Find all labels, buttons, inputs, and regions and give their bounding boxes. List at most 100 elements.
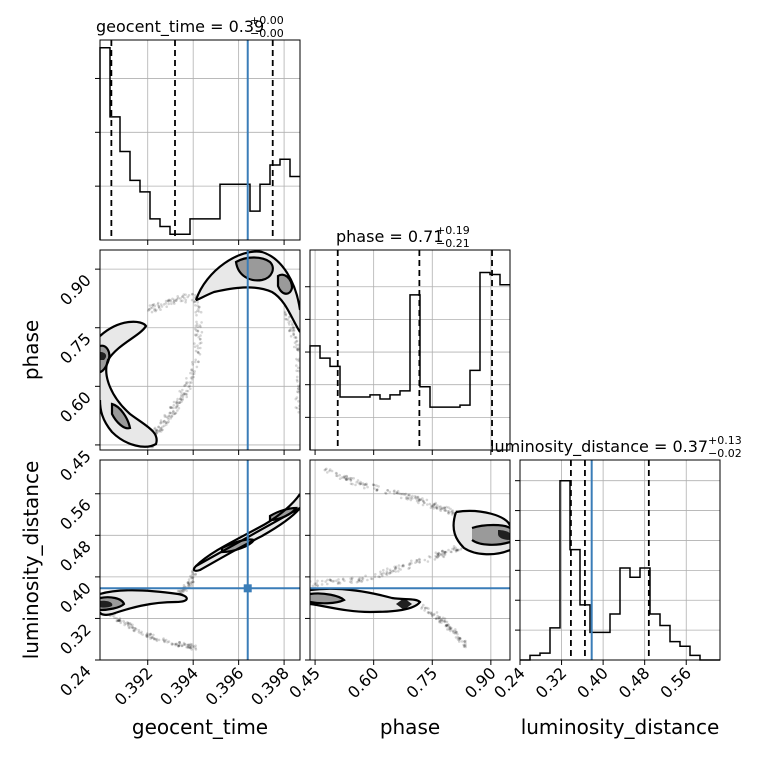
sample-point bbox=[291, 323, 294, 327]
sample-point bbox=[287, 321, 291, 324]
sample-point bbox=[445, 623, 449, 627]
sample-point bbox=[403, 493, 407, 496]
sample-point bbox=[397, 567, 401, 570]
sample-point bbox=[416, 495, 420, 499]
sample-point bbox=[198, 324, 202, 327]
sample-point bbox=[388, 490, 392, 494]
sample-point bbox=[441, 549, 444, 553]
sample-point bbox=[316, 584, 319, 587]
sample-point bbox=[194, 360, 197, 364]
sample-point bbox=[199, 310, 203, 314]
sample-point bbox=[158, 429, 161, 433]
sample-point bbox=[447, 510, 451, 513]
panel-frame bbox=[99, 249, 301, 451]
title-phase-minus: −0.21 bbox=[436, 237, 470, 250]
sample-point bbox=[189, 387, 192, 391]
sample-point bbox=[185, 645, 188, 649]
sample-point bbox=[342, 475, 346, 479]
sample-point bbox=[181, 295, 184, 299]
truth-point bbox=[243, 584, 252, 593]
sample-point bbox=[350, 581, 353, 584]
sample-point bbox=[111, 614, 115, 617]
sample-point bbox=[463, 644, 466, 647]
sample-point bbox=[151, 635, 154, 639]
sample-point bbox=[357, 481, 361, 485]
sample-point bbox=[388, 568, 392, 572]
sample-point bbox=[360, 576, 364, 580]
sample-point bbox=[436, 552, 440, 556]
panel-frame bbox=[309, 249, 511, 451]
sample-point bbox=[447, 628, 451, 631]
sample-point bbox=[137, 629, 141, 632]
sample-point bbox=[359, 482, 363, 486]
sample-point bbox=[373, 487, 376, 490]
sample-point bbox=[451, 509, 454, 512]
sample-point bbox=[341, 578, 345, 581]
sample-point bbox=[388, 571, 391, 575]
sample-point bbox=[344, 478, 348, 481]
sample-point bbox=[433, 503, 436, 506]
sample-point bbox=[184, 643, 187, 646]
sample-point bbox=[439, 509, 443, 512]
sample-point bbox=[140, 630, 143, 634]
sample-point bbox=[168, 415, 171, 418]
sample-point bbox=[163, 639, 166, 642]
sample-point bbox=[170, 302, 173, 306]
sample-point bbox=[337, 578, 340, 581]
sample-point bbox=[188, 646, 191, 649]
sample-point bbox=[438, 615, 442, 619]
sample-point bbox=[335, 579, 338, 582]
sample-point bbox=[176, 409, 179, 412]
sample-point bbox=[188, 381, 192, 384]
sample-point bbox=[399, 496, 403, 500]
sample-point bbox=[195, 329, 198, 332]
sample-point bbox=[443, 620, 446, 624]
sample-point bbox=[443, 506, 447, 510]
sample-point bbox=[153, 426, 157, 430]
sample-point bbox=[152, 633, 155, 637]
sample-point bbox=[344, 478, 348, 481]
sample-point bbox=[155, 431, 159, 435]
sample-point bbox=[157, 425, 160, 429]
sample-point bbox=[423, 558, 427, 562]
sample-point bbox=[352, 477, 356, 480]
sample-point bbox=[195, 320, 198, 324]
sample-point bbox=[392, 569, 395, 573]
sample-point bbox=[349, 479, 353, 482]
histogram-phase bbox=[309, 271, 510, 450]
sample-point bbox=[164, 421, 168, 424]
sample-point bbox=[179, 397, 182, 401]
y-tick-label: 0.60 bbox=[56, 388, 95, 427]
sample-point bbox=[430, 505, 434, 508]
sample-point bbox=[171, 642, 175, 646]
sample-point bbox=[335, 472, 339, 475]
sample-point bbox=[293, 341, 297, 345]
sample-point bbox=[398, 492, 401, 495]
sample-point bbox=[438, 621, 441, 624]
sample-point bbox=[197, 351, 200, 354]
y-tick-label: 0.40 bbox=[56, 578, 95, 617]
sample-point bbox=[424, 606, 427, 610]
sample-point bbox=[386, 567, 389, 570]
sample-point bbox=[462, 643, 465, 647]
sample-point bbox=[440, 621, 443, 624]
sample-point bbox=[357, 579, 361, 582]
sample-point bbox=[332, 579, 336, 583]
sample-point bbox=[191, 360, 194, 364]
sample-point bbox=[377, 485, 380, 488]
sample-point bbox=[447, 511, 450, 515]
sample-point bbox=[451, 629, 455, 632]
sample-point bbox=[297, 369, 300, 373]
sample-point bbox=[191, 645, 195, 648]
sample-point bbox=[186, 643, 190, 647]
sample-point bbox=[417, 501, 420, 505]
sample-point bbox=[320, 583, 324, 586]
sample-point bbox=[434, 501, 438, 505]
sample-point bbox=[340, 476, 344, 479]
sample-point bbox=[413, 496, 417, 500]
sample-point bbox=[455, 548, 459, 552]
sample-point bbox=[325, 467, 328, 471]
sample-point bbox=[189, 642, 192, 646]
sample-point bbox=[358, 482, 362, 486]
sample-point bbox=[450, 626, 453, 630]
